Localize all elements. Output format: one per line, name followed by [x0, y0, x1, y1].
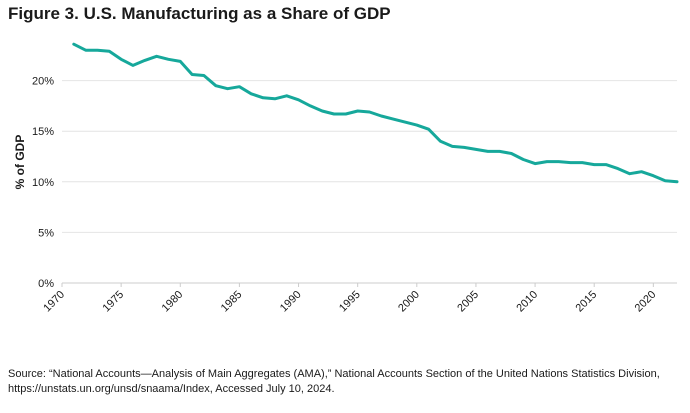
data-point: [380, 115, 383, 118]
data-point: [285, 94, 288, 97]
data-point: [108, 50, 111, 53]
data-point: [226, 87, 229, 90]
data-point: [652, 174, 655, 177]
x-tick-label: 2015: [574, 289, 600, 315]
data-point: [344, 112, 347, 115]
data-point: [557, 160, 560, 163]
y-tick-label: 15%: [32, 126, 54, 138]
data-point: [356, 109, 359, 112]
x-tick-label: 1975: [100, 289, 126, 315]
data-point: [368, 110, 371, 113]
y-tick-label: 5%: [38, 227, 54, 239]
y-tick-label: 0%: [38, 278, 54, 290]
data-point: [628, 172, 631, 175]
data-point: [238, 85, 241, 88]
line-chart: 0% 5% 10% 15% 20% 1970 1975 1980 1985 1990 1995 20…: [13, 42, 679, 314]
data-point: [522, 158, 525, 161]
data-point: [72, 43, 75, 46]
source-line-2: https://unstats.un.org/unsd/snaama/Index…: [8, 383, 335, 395]
data-point: [273, 97, 276, 100]
data-point: [616, 167, 619, 170]
data-point: [309, 104, 312, 107]
source-line-1: Source: “National Accounts—Analysis of M…: [8, 368, 660, 380]
data-point: [333, 112, 336, 115]
series-line: [72, 42, 679, 184]
data-point: [202, 74, 205, 77]
data-point: [664, 179, 667, 182]
data-point: [676, 180, 679, 183]
x-tick-label: 2000: [396, 289, 422, 315]
chart-title: Figure 3. U.S. Manufacturing as a Share …: [8, 4, 391, 23]
data-point: [191, 73, 194, 76]
x-axis-ticks: 1970 1975 1980 1985 1990 1995 2000 2005 2010 2015…: [41, 283, 658, 314]
x-tick-label: 1995: [337, 289, 363, 315]
data-point: [569, 161, 572, 164]
data-point: [96, 49, 99, 52]
x-tick-label: 2010: [514, 289, 540, 315]
x-tick-label: 2005: [455, 289, 481, 315]
y-tick-label: 20%: [32, 76, 54, 88]
data-point: [321, 109, 324, 112]
data-point: [581, 161, 584, 164]
x-tick-label: 2020: [633, 289, 659, 315]
data-point: [498, 150, 501, 153]
data-point: [439, 140, 442, 143]
data-point: [605, 163, 608, 166]
series-layer: [72, 42, 679, 184]
data-point: [250, 92, 253, 95]
data-point: [545, 160, 548, 163]
y-tick-label: 10%: [32, 177, 54, 189]
data-point: [143, 59, 146, 62]
data-point: [451, 145, 454, 148]
data-point: [463, 146, 466, 149]
data-point: [510, 152, 513, 155]
source-note: Source: “National Accounts—Analysis of M…: [8, 367, 660, 397]
data-point: [415, 124, 418, 127]
x-tick-label: 1980: [160, 289, 186, 315]
data-point: [427, 128, 430, 131]
data-point: [179, 60, 182, 63]
data-point: [297, 98, 300, 101]
data-point: [403, 121, 406, 124]
data-point: [131, 64, 134, 67]
data-point: [593, 163, 596, 166]
data-point: [474, 148, 477, 151]
data-point: [155, 55, 158, 58]
data-point: [120, 58, 123, 61]
gridlines: [62, 80, 677, 284]
data-point: [84, 49, 87, 52]
x-tick-label: 1970: [41, 289, 67, 315]
data-point: [214, 84, 217, 87]
data-point: [167, 58, 170, 61]
data-point: [392, 118, 395, 121]
x-tick-label: 1985: [219, 289, 245, 315]
data-point: [262, 96, 265, 99]
data-point: [534, 162, 537, 165]
x-tick-label: 1990: [278, 289, 304, 315]
data-point: [640, 170, 643, 173]
y-axis-label: % of GDP: [13, 135, 27, 190]
y-axis-ticks: 0% 5% 10% 15% 20%: [32, 76, 54, 290]
data-point: [486, 150, 489, 153]
